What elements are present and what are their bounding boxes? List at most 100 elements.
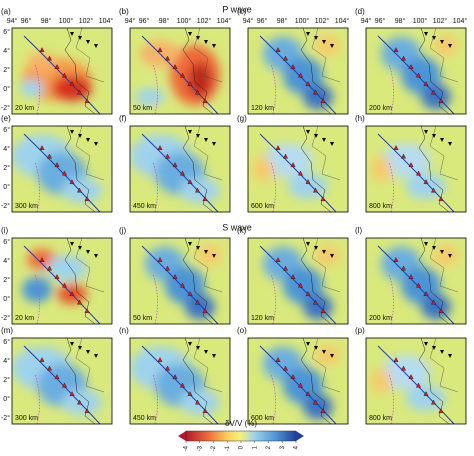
map-field: [130, 126, 230, 212]
station: [212, 44, 216, 48]
depth-label: 300 km: [15, 203, 38, 210]
map-field: [130, 238, 230, 324]
volcano: [290, 374, 296, 379]
trench: [141, 245, 219, 324]
anomaly: [263, 143, 313, 178]
coastline: [418, 338, 450, 424]
volcano: [401, 365, 406, 371]
panel-label: (i): [1, 226, 8, 235]
lon-tick-label: 100°: [59, 17, 74, 25]
lat-tick-label: -2°: [1, 314, 10, 322]
lon-tick-label: 96°: [139, 17, 150, 25]
volcano: [47, 265, 52, 271]
anomaly: [62, 177, 102, 204]
lon-tick-label: 98°: [159, 17, 170, 25]
station: [196, 134, 200, 138]
volcano: [283, 265, 288, 271]
volcano: [275, 145, 281, 150]
colorbar-tick-label: -1: [225, 445, 231, 451]
volcano: [416, 72, 421, 78]
map-field: [130, 28, 230, 114]
volcano: [416, 170, 421, 176]
lat-tick-label: 0°: [3, 295, 10, 303]
section-title: P wave: [222, 4, 251, 14]
map-panel: (i) 20 km 6° 4° 2° 0° -2°: [1, 226, 113, 325]
panel-frame: [247, 337, 349, 425]
trench: [259, 245, 337, 324]
volcano: [431, 187, 436, 193]
station: [314, 246, 318, 250]
volcano: [416, 382, 421, 388]
volcano: [408, 162, 414, 167]
slab-contour: [34, 373, 40, 424]
anomaly: [406, 173, 446, 200]
station: [94, 142, 98, 146]
station: [86, 138, 90, 142]
volcano: [202, 308, 208, 313]
panel-label: (h): [355, 114, 365, 123]
station: [440, 350, 444, 354]
depth-label: 20 km: [15, 315, 34, 322]
volcano: [39, 145, 45, 150]
volcano: [157, 357, 163, 362]
volcano: [283, 55, 288, 61]
volcano: [84, 308, 90, 313]
volcano: [305, 291, 311, 296]
coastline: [64, 28, 96, 114]
panel-label: (o): [237, 326, 247, 335]
lon-tick-label: 100°: [413, 17, 428, 25]
coastline: [418, 28, 450, 114]
lon-tick-label: 94°: [243, 17, 254, 25]
anomaly: [62, 389, 102, 416]
volcano: [39, 257, 45, 262]
map-panel: (f) 450 km: [119, 114, 231, 213]
volcano: [54, 374, 60, 379]
anomaly: [406, 385, 446, 412]
station: [70, 342, 74, 346]
volcano: [69, 179, 75, 184]
trench: [23, 133, 101, 212]
trench: [259, 345, 337, 424]
lon-tick-label: 96°: [375, 17, 386, 25]
station: [78, 134, 82, 138]
anomaly: [434, 244, 458, 266]
volcano: [416, 282, 421, 288]
volcano: [62, 282, 67, 288]
volcano: [195, 399, 200, 405]
station: [448, 354, 452, 358]
volcano: [180, 170, 185, 176]
volcano: [47, 55, 52, 61]
station: [204, 138, 208, 142]
trench: [141, 133, 219, 212]
panel-frame: [11, 337, 113, 425]
border: [429, 126, 459, 181]
station: [188, 32, 192, 36]
volcano: [180, 382, 185, 388]
section-title: S wave: [222, 222, 252, 232]
station: [306, 32, 310, 36]
lat-tick-label: -2°: [1, 104, 10, 112]
anomaly: [371, 156, 391, 182]
slab-contour: [152, 373, 158, 424]
slab-contour: [270, 63, 276, 114]
lon-tick-label: 94°: [125, 17, 136, 25]
anomaly: [180, 389, 220, 416]
panel-label: (a): [1, 7, 11, 16]
colorbar-scale: [185, 430, 297, 442]
lat-tick-label: 0°: [3, 183, 10, 191]
volcano: [172, 374, 178, 379]
volcano: [187, 179, 193, 184]
volcano: [431, 89, 436, 95]
lat-tick-label: 6°: [3, 126, 10, 134]
volcano: [290, 64, 296, 69]
station: [314, 346, 318, 350]
station: [212, 254, 216, 258]
slab-contour: [388, 161, 394, 212]
map-field: [248, 126, 348, 212]
volcano: [84, 196, 90, 201]
volcano: [62, 170, 67, 176]
volcano: [187, 291, 193, 296]
anomalies: [381, 244, 458, 320]
station: [440, 40, 444, 44]
volcano: [62, 72, 67, 78]
